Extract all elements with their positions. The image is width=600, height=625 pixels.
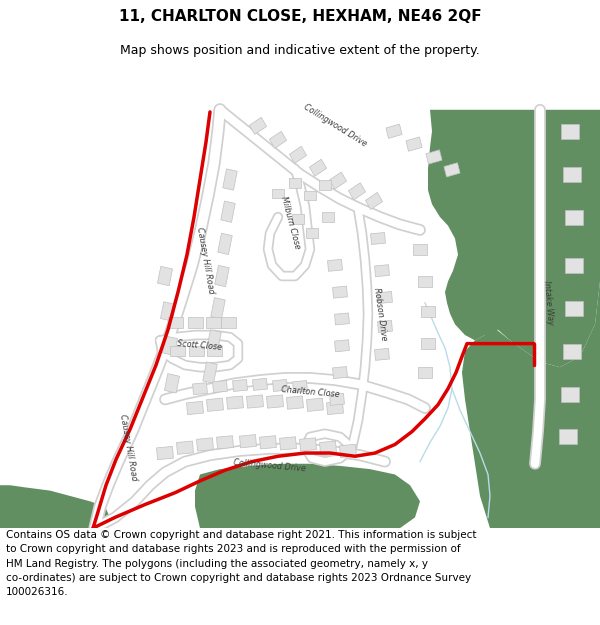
Bar [287, 396, 304, 409]
Bar [187, 401, 203, 414]
Bar [349, 182, 365, 200]
Bar [221, 317, 235, 328]
Bar [188, 346, 203, 356]
Bar [340, 444, 356, 458]
Bar [565, 301, 583, 316]
Text: Map shows position and indicative extent of the property.: Map shows position and indicative extent… [120, 44, 480, 57]
Bar [193, 382, 208, 394]
Bar [289, 178, 301, 187]
Bar [374, 348, 389, 361]
Bar [365, 192, 383, 209]
Bar [197, 438, 214, 451]
Bar [563, 167, 581, 182]
Bar [561, 124, 579, 139]
Text: Causey Hill Road: Causey Hill Road [195, 226, 215, 294]
Bar [563, 344, 581, 359]
Bar [187, 317, 203, 328]
Bar [227, 396, 244, 409]
Bar [223, 169, 237, 190]
Text: Collingwood Drive: Collingwood Drive [233, 458, 307, 474]
Text: Collingwood Drive: Collingwood Drive [302, 103, 368, 149]
Bar [266, 395, 283, 408]
Bar [253, 378, 268, 391]
Text: 11, CHARLTON CLOSE, HEXHAM, NE46 2QF: 11, CHARLTON CLOSE, HEXHAM, NE46 2QF [119, 9, 481, 24]
Bar [217, 436, 233, 449]
Bar [332, 367, 347, 379]
Bar [157, 446, 173, 459]
Bar [418, 368, 432, 378]
Bar [421, 306, 435, 317]
Bar [335, 313, 349, 325]
Bar [332, 286, 347, 298]
Bar [250, 118, 266, 134]
Bar [322, 213, 334, 222]
Bar [304, 191, 316, 201]
Text: Charlton Close: Charlton Close [280, 385, 340, 399]
Bar [293, 381, 307, 392]
Bar [272, 189, 284, 198]
Bar [306, 228, 318, 238]
Bar [377, 291, 392, 304]
Bar [326, 401, 343, 414]
Bar [565, 209, 583, 224]
Bar [561, 386, 579, 401]
Bar [233, 379, 247, 391]
Bar [310, 159, 326, 176]
Bar [157, 266, 173, 286]
Bar [170, 346, 185, 356]
Bar [292, 214, 304, 224]
Bar [207, 330, 221, 351]
Bar [374, 264, 389, 277]
Bar [205, 317, 221, 328]
Bar [247, 395, 263, 408]
Bar [206, 346, 221, 356]
Text: Scott Close: Scott Close [177, 339, 223, 352]
Bar [218, 233, 232, 254]
Bar [426, 150, 442, 164]
Bar [444, 162, 460, 177]
Bar [289, 146, 307, 163]
Bar [211, 298, 225, 319]
Bar [239, 434, 256, 448]
Bar [206, 398, 223, 411]
Bar [329, 172, 347, 189]
Bar [221, 201, 235, 222]
Bar [371, 232, 385, 244]
Bar [163, 336, 178, 356]
Bar [280, 437, 296, 450]
Bar [328, 259, 343, 271]
Bar [329, 393, 344, 406]
Bar [406, 137, 422, 151]
Bar [203, 362, 217, 383]
Bar [176, 441, 193, 454]
Bar [215, 266, 229, 287]
Bar [386, 124, 402, 138]
Bar [559, 429, 577, 444]
Bar [167, 317, 182, 328]
Bar [320, 441, 337, 454]
Bar [160, 302, 176, 321]
Bar [260, 436, 277, 449]
Bar [299, 438, 316, 451]
Bar [272, 379, 287, 391]
Text: Milburn Close: Milburn Close [278, 195, 301, 250]
Text: Robson Drive: Robson Drive [372, 286, 388, 341]
Bar [413, 244, 427, 254]
Bar [335, 340, 349, 352]
Bar [421, 338, 435, 349]
Bar [565, 258, 583, 273]
Bar [269, 131, 287, 148]
Bar [164, 374, 179, 393]
Text: Causey Hill Road: Causey Hill Road [118, 414, 138, 482]
Bar [307, 398, 323, 411]
Bar [319, 180, 331, 190]
Bar [212, 381, 227, 392]
Bar [377, 321, 392, 332]
Text: Intake Way: Intake Way [542, 280, 554, 326]
Bar [418, 276, 432, 287]
Text: Contains OS data © Crown copyright and database right 2021. This information is : Contains OS data © Crown copyright and d… [6, 530, 476, 598]
